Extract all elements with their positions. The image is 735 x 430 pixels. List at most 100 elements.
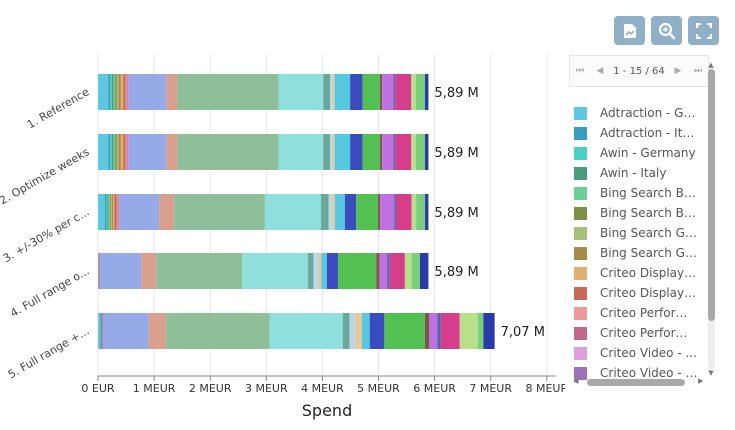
bar-segment[interactable] xyxy=(394,194,396,230)
bar-segment[interactable] xyxy=(395,74,412,110)
bar-segment[interactable] xyxy=(362,134,380,170)
bar-segment[interactable] xyxy=(98,74,109,110)
bar-segment[interactable] xyxy=(125,134,127,170)
bar-segment[interactable] xyxy=(437,313,441,349)
bar-segment[interactable] xyxy=(126,74,128,110)
bar-segment[interactable] xyxy=(109,194,111,230)
bar-segment[interactable] xyxy=(404,253,412,289)
first-page-button[interactable]: ⏮ xyxy=(575,66,585,76)
bar-segment[interactable] xyxy=(349,313,356,349)
bar-segment[interactable] xyxy=(318,253,322,289)
bar-segment[interactable] xyxy=(113,194,115,230)
bar-segment[interactable] xyxy=(411,134,416,170)
bar-segment[interactable] xyxy=(393,74,396,110)
bar-segment[interactable] xyxy=(330,134,333,170)
bar-segment[interactable] xyxy=(330,74,333,110)
bar-segment[interactable] xyxy=(120,74,124,110)
bar-segment[interactable] xyxy=(384,313,425,349)
bar-segment[interactable] xyxy=(382,134,394,170)
bar-segment[interactable] xyxy=(123,134,126,170)
bar-segment[interactable] xyxy=(148,313,167,349)
bar-segment[interactable] xyxy=(307,253,314,289)
legend-horizontal-scrollbar[interactable]: ◀ ▶ xyxy=(571,377,707,387)
legend-item[interactable]: Awin - Italy xyxy=(569,163,709,183)
bar-segment[interactable] xyxy=(98,253,99,289)
bar-segment[interactable] xyxy=(395,134,412,170)
bar-segment[interactable] xyxy=(332,74,335,110)
bar-segment[interactable] xyxy=(350,74,363,110)
bar-segment[interactable] xyxy=(156,253,243,289)
bar-segment[interactable] xyxy=(159,194,175,230)
bar-segment[interactable] xyxy=(111,134,114,170)
bar-segment[interactable] xyxy=(112,194,114,230)
bar-segment[interactable] xyxy=(166,313,270,349)
legend-item[interactable]: Adtraction - Italy xyxy=(569,123,709,143)
legend-item[interactable]: Criteo Video - I... xyxy=(569,363,709,383)
last-page-button[interactable]: ⏭ xyxy=(693,66,703,76)
bar-segment[interactable] xyxy=(411,74,416,110)
bar-segment[interactable] xyxy=(415,74,425,110)
bar-segment[interactable] xyxy=(177,134,279,170)
bar-segment[interactable] xyxy=(128,134,129,170)
scroll-left-icon[interactable]: ◀ xyxy=(573,377,579,385)
bar-segment[interactable] xyxy=(115,74,117,110)
bar-segment[interactable] xyxy=(379,74,383,110)
bar-segment[interactable] xyxy=(98,194,105,230)
bar-segment[interactable] xyxy=(166,134,178,170)
fullscreen-button[interactable] xyxy=(688,16,719,45)
bar-segment[interactable] xyxy=(114,194,117,230)
bar-segment[interactable] xyxy=(424,74,429,110)
scroll-up-icon[interactable]: ▲ xyxy=(708,61,714,69)
bar-segment[interactable] xyxy=(477,313,484,349)
bar-segment[interactable] xyxy=(313,253,319,289)
bar-segment[interactable] xyxy=(111,74,114,110)
bar-segment[interactable] xyxy=(141,253,157,289)
bar-segment[interactable] xyxy=(113,134,116,170)
bar-segment[interactable] xyxy=(332,194,335,230)
bar-segment[interactable] xyxy=(242,253,308,289)
bar-segment[interactable] xyxy=(440,313,460,349)
bar-segment[interactable] xyxy=(395,194,412,230)
bar-segment[interactable] xyxy=(362,74,380,110)
bar-segment[interactable] xyxy=(108,134,111,170)
bar-segment[interactable] xyxy=(108,194,110,230)
bar-segment[interactable] xyxy=(110,74,112,110)
scroll-thumb[interactable] xyxy=(708,69,715,321)
bar-segment[interactable] xyxy=(118,194,120,230)
next-page-button[interactable]: ▶ xyxy=(674,66,682,76)
bar-segment[interactable] xyxy=(126,134,128,170)
scroll-down-icon[interactable]: ▼ xyxy=(708,369,714,377)
bar-segment[interactable] xyxy=(323,74,331,110)
bar-segment[interactable] xyxy=(117,194,119,230)
bar-segment[interactable] xyxy=(425,194,429,230)
bar-segment[interactable] xyxy=(356,194,379,230)
bar-segment[interactable] xyxy=(338,253,377,289)
bar-segment[interactable] xyxy=(116,134,119,170)
bar-segment[interactable] xyxy=(389,253,405,289)
bar-segment[interactable] xyxy=(128,74,129,110)
bar-segment[interactable] xyxy=(369,313,385,349)
bar-segment[interactable] xyxy=(128,134,167,170)
legend-item[interactable]: Bing Search Br... xyxy=(569,203,709,223)
bar-segment[interactable] xyxy=(332,134,335,170)
bar-segment[interactable] xyxy=(107,194,109,230)
bar-segment[interactable] xyxy=(342,313,350,349)
legend-item[interactable]: Criteo Video - ... xyxy=(569,343,709,363)
bar-segment[interactable] xyxy=(483,313,495,349)
horizontal-scroll-thumb[interactable] xyxy=(587,379,685,386)
bar-segment[interactable] xyxy=(100,313,102,349)
bar-segment[interactable] xyxy=(334,134,351,170)
bar-segment[interactable] xyxy=(323,134,331,170)
bar-segment[interactable] xyxy=(174,194,265,230)
bar-segment[interactable] xyxy=(393,134,396,170)
bar-segment[interactable] xyxy=(382,74,394,110)
zoom-button[interactable] xyxy=(651,16,682,45)
bar-segment[interactable] xyxy=(415,134,425,170)
bar-segment[interactable] xyxy=(116,74,119,110)
bar-segment[interactable] xyxy=(416,194,426,230)
bar-segment[interactable] xyxy=(378,194,381,230)
legend-vertical-scrollbar[interactable]: ▲ ▼ xyxy=(706,61,716,377)
bar-segment[interactable] xyxy=(98,313,101,349)
bar-segment[interactable] xyxy=(118,134,121,170)
bar-segment[interactable] xyxy=(334,194,345,230)
